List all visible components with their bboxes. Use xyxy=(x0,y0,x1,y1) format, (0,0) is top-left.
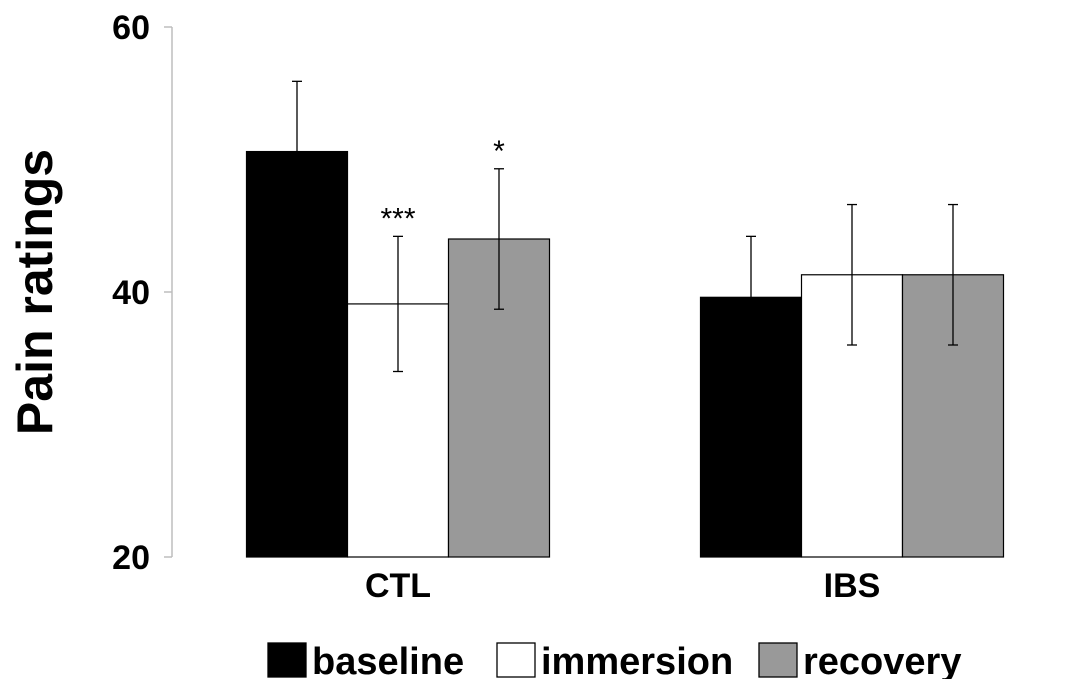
error-bars-group xyxy=(292,80,958,373)
error-bar-ctl-recovery xyxy=(494,168,504,310)
legend-item-baseline: baseline xyxy=(267,641,464,679)
legend-label: recovery xyxy=(803,641,961,679)
y-axis-label: Pain ratings xyxy=(7,149,63,435)
x-category-label: IBS xyxy=(824,567,881,605)
error-bar-ibs-recovery xyxy=(948,203,958,346)
legend-swatch xyxy=(496,642,536,678)
bars-group xyxy=(245,150,1005,558)
x-category-label: CTL xyxy=(365,567,431,605)
y-tick-label: 40 xyxy=(112,274,150,312)
significance-annotation: * xyxy=(493,135,505,168)
legend-swatch xyxy=(758,642,798,678)
legend-label: immersion xyxy=(541,641,733,679)
legend-item-recovery: recovery xyxy=(758,641,961,679)
category-labels: CTL IBS xyxy=(365,567,880,605)
significance-annotation: *** xyxy=(380,202,415,235)
error-bar-ibs-immersion xyxy=(847,203,857,346)
legend: baseline immersion recovery xyxy=(267,641,961,679)
legend-item-immersion: immersion xyxy=(496,641,733,679)
error-bar-ibs-baseline xyxy=(746,235,756,359)
error-bar-ctl-baseline xyxy=(292,80,302,223)
legend-label: baseline xyxy=(312,641,464,679)
y-axis-ticks: 20 40 60 xyxy=(112,9,172,577)
error-bar-ctl-immersion xyxy=(393,235,403,373)
y-tick-label: 60 xyxy=(112,9,150,47)
legend-swatch xyxy=(267,642,307,678)
y-tick-label: 20 xyxy=(112,539,150,577)
annotations-group: **** xyxy=(380,135,505,236)
